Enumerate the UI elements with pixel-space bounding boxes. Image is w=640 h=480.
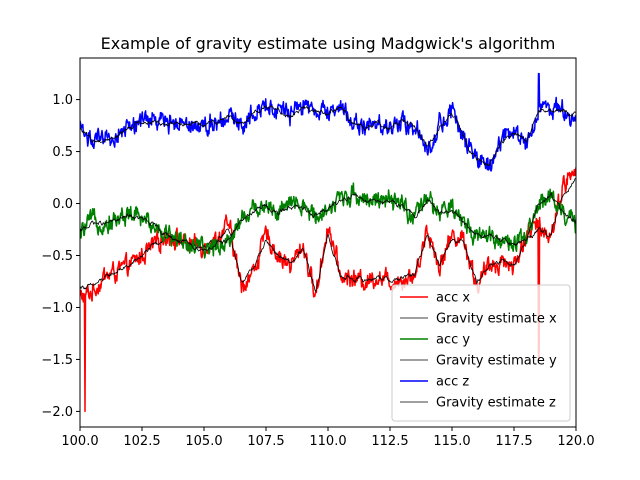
legend-label: Gravity estimate y (436, 354, 557, 369)
y-tick-label: −1.0 (41, 301, 73, 316)
chart-title: Example of gravity estimate using Madgwi… (101, 34, 556, 53)
series-layer (80, 72, 576, 413)
legend-label: acc x (436, 291, 470, 306)
y-tick-label: 0.0 (52, 197, 73, 212)
x-tick-label: 110.0 (309, 434, 346, 449)
y-tick-label: −1.5 (41, 353, 73, 368)
legend-box (391, 284, 571, 422)
y-tick-label: −0.5 (41, 249, 73, 264)
x-tick-label: 107.5 (247, 434, 284, 449)
series-line-gravity-estimate-y (80, 192, 576, 252)
x-tick-label: 120.0 (557, 434, 594, 449)
legend-label: acc z (436, 375, 469, 390)
series-line-gravity-estimate-z (80, 105, 576, 167)
y-tick-label: 1.0 (52, 93, 73, 108)
x-tick-label: 100.0 (61, 434, 98, 449)
y-tick-label: 0.5 (52, 145, 73, 160)
x-tick-label: 115.0 (433, 434, 470, 449)
legend-label: acc y (436, 333, 470, 348)
axes-layer: 100.0 102.5 105.0 107.5 110.0 112.5 115.0 117.5… (41, 57, 595, 449)
legend-label: Gravity estimate x (436, 312, 557, 327)
legend: acc x Gravity estimate x acc y Gravity esti… (391, 284, 571, 422)
x-tick-label: 102.5 (123, 434, 160, 449)
x-tick-label: 112.5 (371, 434, 408, 449)
series-line-acc-z (80, 72, 576, 172)
x-tick-label: 105.0 (185, 434, 222, 449)
y-tick-label: −2.0 (41, 405, 73, 420)
x-tick-label: 117.5 (495, 434, 532, 449)
legend-label: Gravity estimate z (436, 396, 556, 411)
